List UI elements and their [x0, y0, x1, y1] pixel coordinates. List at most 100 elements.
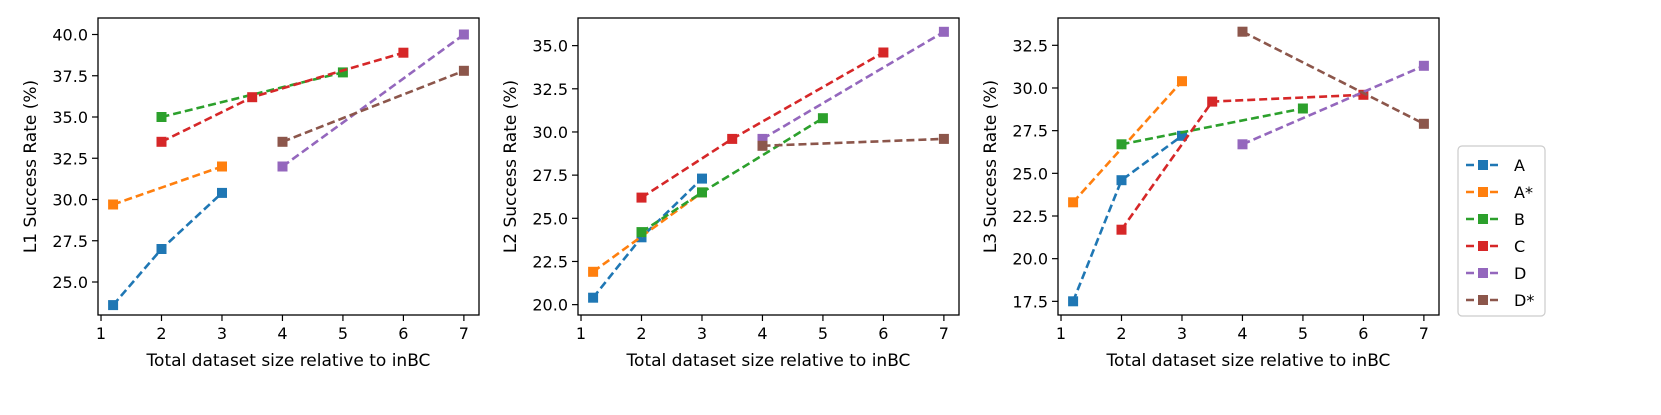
y-tick-label: 25.0	[532, 209, 568, 228]
y-tick-label: 32.5	[1012, 36, 1048, 55]
legend-marker	[1478, 160, 1488, 170]
series-line-D	[281, 33, 465, 168]
data-point	[458, 65, 469, 76]
legend-item-A-star: A*	[1466, 183, 1533, 202]
x-axis-label: Total dataset size relative to inBC	[146, 351, 431, 371]
series-line-D-star	[762, 137, 944, 148]
chart-panel-2: 1 2 3 4 5 6 7 20.0 22.5 25.0 27.5 30.0 32.5 35.0 Total…	[501, 17, 960, 371]
y-tick-label: 20.0	[532, 296, 568, 315]
y-axis-label: L1 Success Rate (%)	[21, 80, 41, 253]
x-tick-label: 6	[398, 324, 408, 343]
legend-label: D*	[1514, 291, 1534, 310]
legend-item-D: D	[1466, 264, 1526, 283]
data-point	[1068, 296, 1079, 307]
y-tick-label: 22.5	[1012, 207, 1048, 226]
x-tick-label: 3	[1177, 324, 1187, 343]
data-point	[156, 244, 167, 254]
data-point	[108, 199, 119, 210]
data-point	[1237, 139, 1248, 150]
y-axis-label: L3 Success Rate (%)	[981, 80, 1001, 253]
series-line-A	[1071, 134, 1183, 302]
data-point	[217, 187, 227, 198]
y-tick-label: 37.5	[52, 67, 88, 86]
data-point	[1116, 175, 1127, 186]
series-line-C	[1120, 93, 1364, 231]
legend-item-A: A	[1466, 156, 1525, 175]
data-point	[277, 161, 288, 172]
x-tick-label: 6	[1358, 324, 1368, 343]
x-tick-label: 3	[217, 324, 227, 343]
x-tick-label: 2	[156, 324, 166, 343]
y-tick-label: 27.5	[1012, 122, 1048, 141]
x-tick-label: 5	[1298, 324, 1308, 343]
data-point	[757, 133, 768, 144]
series-line-B	[161, 71, 344, 119]
legend-label: A	[1514, 156, 1525, 175]
legend-item-B: B	[1466, 210, 1525, 229]
data-point	[1418, 60, 1429, 71]
data-point	[938, 133, 949, 144]
data-point	[817, 113, 828, 124]
series-line-D	[1241, 64, 1425, 146]
x-tick-label: 7	[459, 324, 469, 343]
data-point	[1068, 197, 1079, 208]
x-tick-label: 4	[277, 324, 287, 343]
data-point	[108, 300, 119, 311]
x-tick-label: 6	[878, 324, 888, 343]
data-point	[727, 133, 738, 144]
series-line-B	[1121, 107, 1304, 146]
data-point	[588, 266, 599, 277]
chart-panel-3: 1 2 3 4 5 6 7 17.5 20.0 22.5 25.0 27.5 30.0 32.5 Total…	[981, 17, 1440, 371]
data-point	[1237, 26, 1248, 37]
data-point	[1116, 224, 1127, 235]
legend-marker	[1478, 268, 1488, 278]
data-point	[1177, 76, 1187, 87]
data-point	[878, 47, 889, 58]
series-line-A	[112, 191, 223, 306]
y-tick-label: 27.5	[52, 232, 88, 251]
legend-marker	[1478, 187, 1488, 197]
legend-item-C: C	[1466, 237, 1525, 256]
legend-label: B	[1514, 210, 1525, 229]
plot-frame	[97, 17, 480, 316]
data-point	[458, 29, 469, 40]
data-point	[636, 232, 647, 243]
y-axis-label: L2 Success Rate (%)	[501, 80, 521, 253]
y-tick-label: 40.0	[52, 26, 88, 45]
series-line-D-star	[1241, 30, 1425, 125]
y-tick-label: 20.0	[1012, 250, 1048, 269]
x-tick-label: 4	[1237, 324, 1247, 343]
y-tick-label: 35.0	[532, 37, 568, 56]
data-point	[156, 112, 167, 122]
data-point	[277, 136, 288, 147]
y-tick-label: 17.5	[1012, 292, 1048, 311]
legend-marker	[1478, 295, 1488, 305]
series-line-A-star	[112, 165, 223, 206]
y-tick-label: 27.5	[532, 166, 568, 185]
data-point	[697, 173, 707, 184]
legend-label: A*	[1514, 183, 1533, 202]
data-point	[636, 227, 647, 238]
legend-item-D-star: D*	[1466, 291, 1534, 310]
chart-panel-1: 1 2 3 4 5 6 7 25.0 27.5 30.0 32.5 35.0 37.5 40.0 Total…	[21, 17, 480, 371]
data-point	[1207, 96, 1218, 107]
y-tick-label: 22.5	[532, 252, 568, 271]
y-tick-label: 35.0	[52, 108, 88, 127]
x-tick-label: 2	[1116, 324, 1126, 343]
data-point	[697, 187, 707, 198]
data-point	[588, 292, 599, 303]
x-tick-label: 7	[939, 324, 949, 343]
series-line-A	[592, 177, 703, 299]
x-tick-label: 1	[96, 324, 106, 343]
data-point	[337, 67, 348, 78]
x-tick-label: 4	[757, 324, 767, 343]
data-point	[398, 47, 409, 58]
series-line-C	[640, 51, 885, 199]
y-tick-label: 30.0	[1012, 79, 1048, 98]
data-point	[1177, 130, 1187, 141]
legend-label: C	[1514, 237, 1525, 256]
data-point	[757, 140, 768, 151]
series-line-A-star	[1072, 80, 1183, 204]
x-tick-label: 1	[1056, 324, 1066, 343]
y-tick-label: 30.0	[532, 123, 568, 142]
